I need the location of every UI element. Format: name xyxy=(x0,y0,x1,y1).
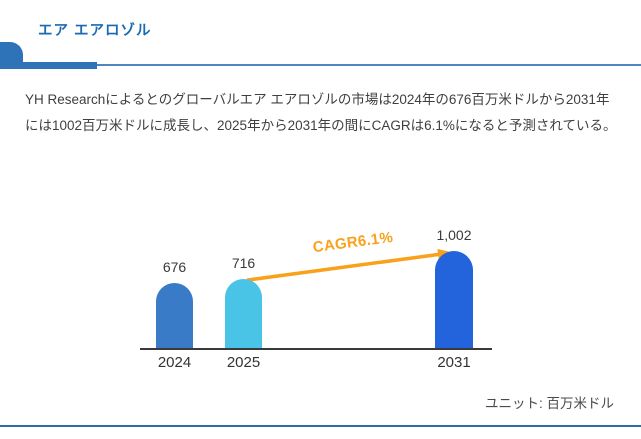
bar-2031 xyxy=(435,251,473,348)
market-description: YH Researchによるとのグローバルエア エアロゾルの市場は2024年の6… xyxy=(25,92,617,133)
year-label-2024: 2024 xyxy=(157,354,192,371)
title-rule-thick xyxy=(0,62,97,69)
bar-2025 xyxy=(225,279,262,348)
bar-column-2024: 676 xyxy=(156,259,193,348)
bar-column-2031: 1,002 xyxy=(435,227,473,348)
year-label-2025: 2025 xyxy=(226,354,261,371)
bar-column-2025: 716 xyxy=(225,255,262,348)
unit-note: ユニット: 百万米ドル xyxy=(484,396,614,411)
bottom-divider xyxy=(0,425,641,427)
x-axis-line xyxy=(140,348,492,350)
title-rule-thin xyxy=(0,64,641,66)
cagr-label: CAGR6.1% xyxy=(311,228,395,257)
bar-value-label-2031: 1,002 xyxy=(436,227,472,244)
bar-value-label-2025: 716 xyxy=(231,255,256,272)
bar-value-label-2024: 676 xyxy=(162,259,187,276)
year-label-2031: 2031 xyxy=(437,354,471,371)
bar-2024 xyxy=(156,283,193,348)
page-title: エア エアロゾル xyxy=(38,23,152,39)
